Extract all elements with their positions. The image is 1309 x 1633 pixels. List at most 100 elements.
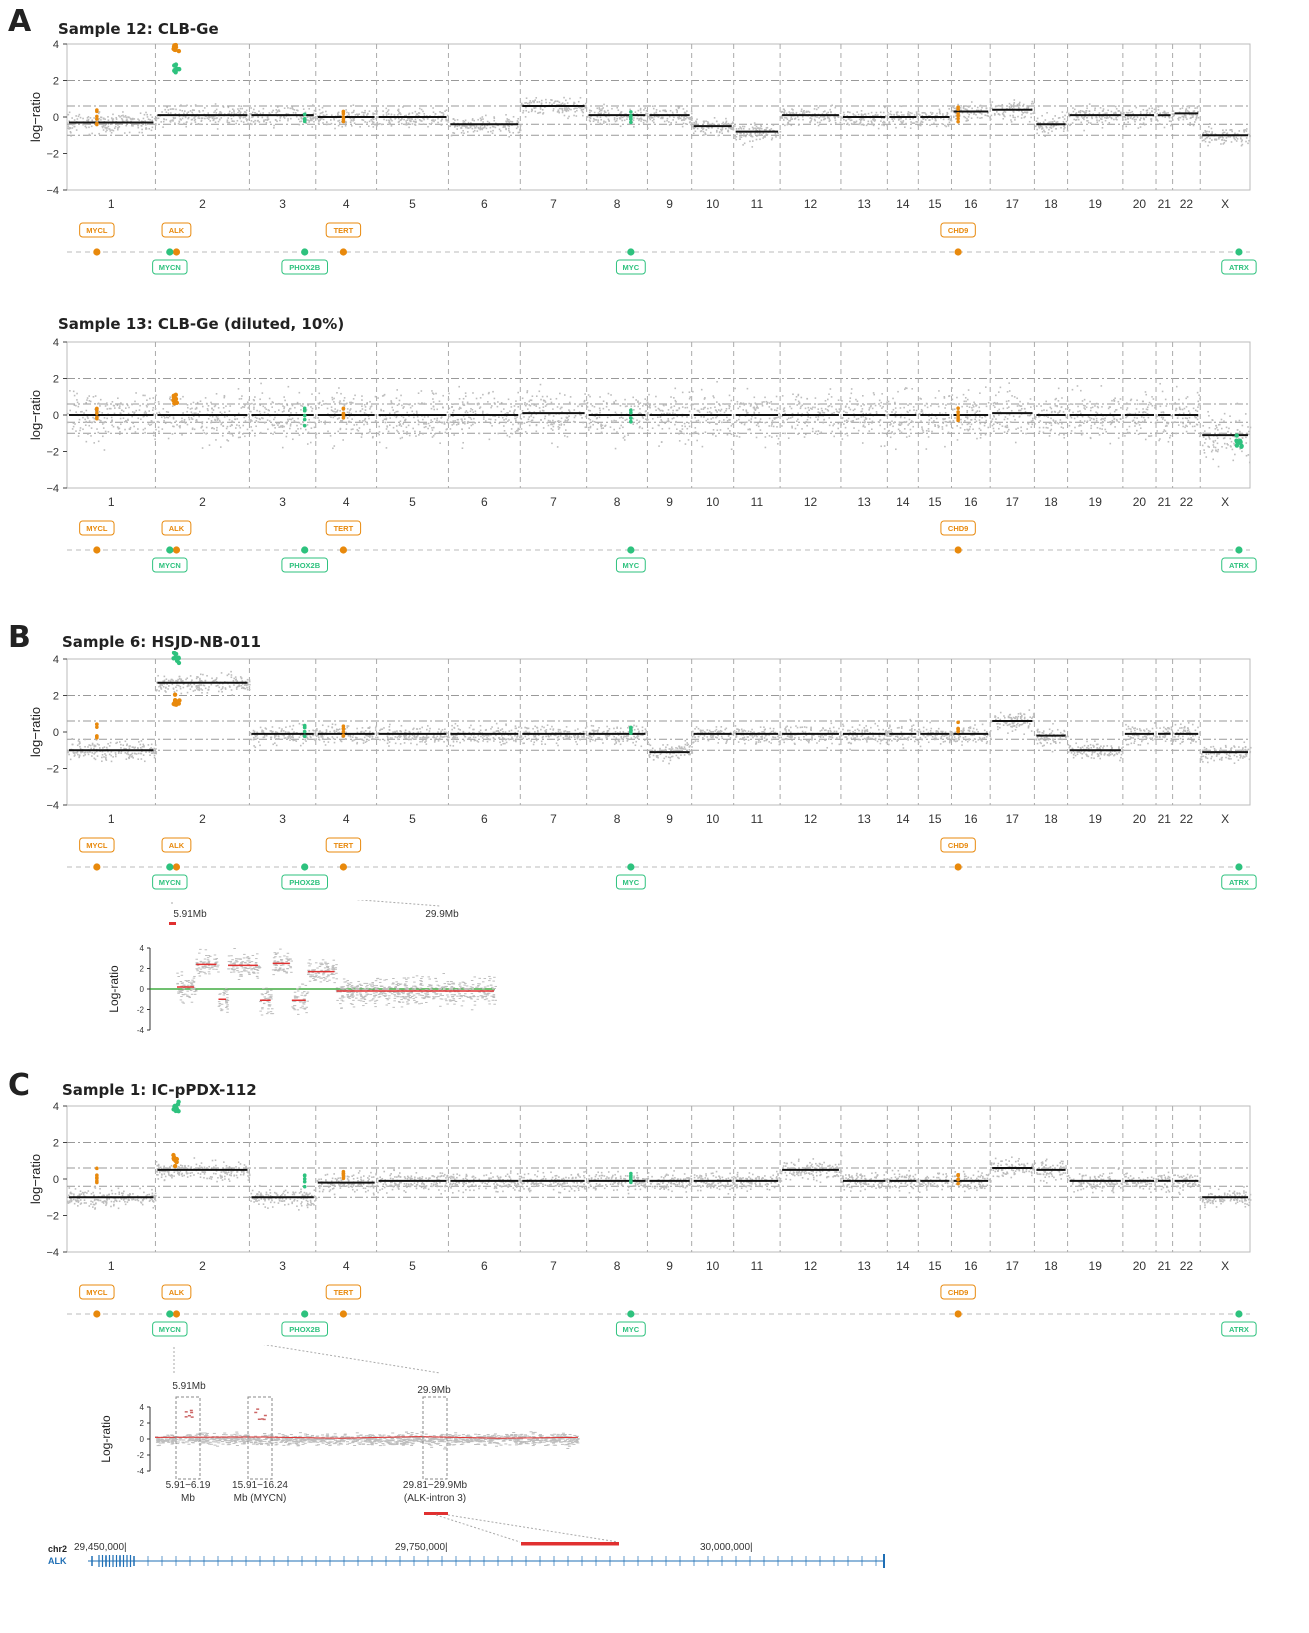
highlight-point xyxy=(174,66,179,71)
probe-point xyxy=(749,133,752,136)
probe-point xyxy=(814,406,816,409)
probe-point xyxy=(447,121,450,123)
probe-point xyxy=(208,444,211,446)
probe-point xyxy=(242,121,245,123)
probe-point xyxy=(944,412,947,414)
probe-point xyxy=(178,115,181,118)
probe-point xyxy=(206,117,209,119)
probe-point xyxy=(952,106,954,109)
probe-point xyxy=(818,117,820,119)
probe-point xyxy=(934,119,937,122)
probe-point xyxy=(194,118,197,121)
highlight-point xyxy=(173,62,179,67)
probe-point xyxy=(908,422,911,425)
probe-point xyxy=(338,121,341,124)
probe-point xyxy=(739,138,741,140)
probe-point xyxy=(603,110,606,112)
probe-point xyxy=(1019,409,1022,412)
probe-point xyxy=(217,418,220,420)
probe-point xyxy=(623,439,626,441)
probe-point xyxy=(992,427,995,430)
probe-point xyxy=(954,417,956,419)
probe-point xyxy=(375,117,377,120)
probe-point xyxy=(1040,405,1042,407)
probe-point xyxy=(283,425,285,428)
probe-point xyxy=(491,125,494,128)
probe-point xyxy=(526,102,529,105)
probe-point xyxy=(556,406,559,408)
probe-point xyxy=(677,106,680,108)
probe-point xyxy=(847,417,850,420)
probe-point xyxy=(350,119,353,122)
probe-point xyxy=(1038,125,1040,128)
probe-point xyxy=(411,123,414,125)
probe-point xyxy=(900,415,902,418)
probe-point xyxy=(149,118,151,121)
probe-point xyxy=(491,424,493,427)
probe-point xyxy=(908,435,911,437)
probe-point xyxy=(465,126,467,129)
probe-point xyxy=(973,401,975,404)
probe-point xyxy=(218,113,220,115)
probe-point xyxy=(485,114,487,117)
probe-point xyxy=(854,408,856,411)
probe-point xyxy=(331,114,333,116)
probe-point xyxy=(74,122,77,125)
probe-point xyxy=(114,407,116,409)
probe-point xyxy=(881,407,883,409)
probe-point xyxy=(811,408,813,410)
probe-point xyxy=(247,407,249,409)
probe-point xyxy=(416,412,418,414)
probe-point xyxy=(1139,111,1142,113)
probe-point xyxy=(935,125,938,128)
probe-point xyxy=(822,111,825,113)
probe-point xyxy=(414,110,417,113)
probe-point xyxy=(928,415,930,417)
probe-point xyxy=(239,436,242,439)
probe-point xyxy=(150,423,153,426)
probe-point xyxy=(912,117,914,120)
probe-point xyxy=(918,413,921,415)
probe-point xyxy=(1224,139,1227,142)
probe-point xyxy=(497,432,500,435)
probe-point xyxy=(197,413,199,415)
probe-point xyxy=(281,446,284,449)
probe-point xyxy=(336,418,339,420)
probe-point xyxy=(804,433,807,436)
probe-point xyxy=(846,115,849,117)
probe-point xyxy=(1013,396,1016,398)
probe-point xyxy=(460,127,462,129)
probe-point xyxy=(451,415,454,418)
probe-point xyxy=(214,103,217,105)
probe-point xyxy=(792,111,794,114)
probe-point xyxy=(143,415,145,417)
probe-point xyxy=(283,396,285,398)
probe-point xyxy=(437,121,439,124)
probe-point xyxy=(115,116,118,119)
probe-point xyxy=(193,428,196,431)
probe-point xyxy=(811,115,814,118)
probe-point xyxy=(419,430,421,433)
probe-point xyxy=(335,411,337,413)
probe-point xyxy=(1126,115,1129,118)
probe-point xyxy=(1062,411,1065,413)
probe-point xyxy=(290,418,293,421)
probe-point xyxy=(1168,120,1171,122)
probe-point xyxy=(774,409,776,411)
probe-point xyxy=(1120,112,1122,115)
probe-point xyxy=(364,109,366,112)
probe-point xyxy=(144,120,146,122)
probe-point xyxy=(201,425,204,428)
probe-point xyxy=(1030,102,1033,105)
probe-point xyxy=(312,112,315,115)
probe-point xyxy=(279,117,282,119)
probe-point xyxy=(1024,115,1026,118)
probe-point xyxy=(909,127,912,130)
probe-point xyxy=(732,128,735,131)
probe-point xyxy=(582,111,584,114)
probe-point xyxy=(589,111,591,114)
probe-point xyxy=(432,405,435,408)
probe-point xyxy=(469,416,472,419)
probe-point xyxy=(427,422,430,425)
probe-point xyxy=(765,400,768,403)
